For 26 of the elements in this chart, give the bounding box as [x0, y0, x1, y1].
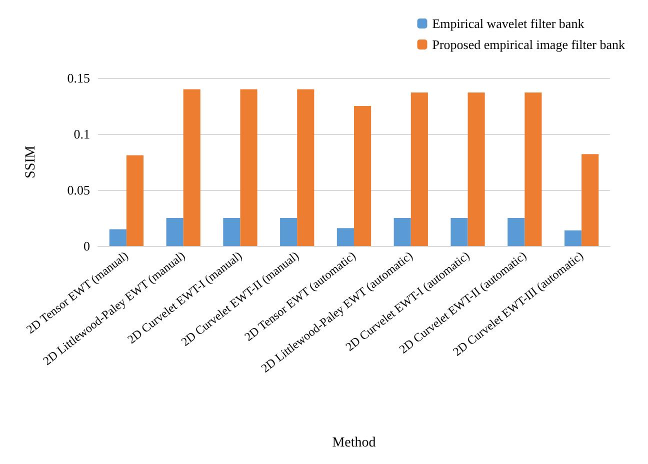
x-axis-title: Method: [332, 436, 376, 450]
y-tick-label: 0: [84, 238, 90, 254]
bar: [126, 155, 144, 246]
bar: [450, 218, 468, 246]
bar: [297, 89, 314, 246]
bar: [524, 92, 542, 246]
y-tick-label: 0.15: [67, 70, 90, 86]
bar: [468, 92, 485, 246]
bar: [183, 89, 200, 246]
bar: [394, 218, 411, 246]
y-tick-label: 0.05: [67, 182, 90, 198]
bar: [166, 218, 184, 246]
bar: [354, 106, 372, 246]
legend-label: Proposed empirical image filter bank: [432, 37, 626, 52]
legend-label: Empirical wavelet filter bank: [432, 16, 585, 31]
bar: [223, 218, 240, 246]
bar: [410, 92, 428, 246]
bar: [280, 218, 298, 246]
bar: [240, 89, 258, 246]
y-tick-label: 0.1: [74, 126, 90, 142]
bar: [564, 230, 582, 246]
bar: [582, 154, 599, 246]
bar: [508, 218, 525, 246]
y-axis-title: SSIM: [24, 145, 38, 178]
bar: [336, 228, 354, 246]
bar: [109, 229, 126, 246]
